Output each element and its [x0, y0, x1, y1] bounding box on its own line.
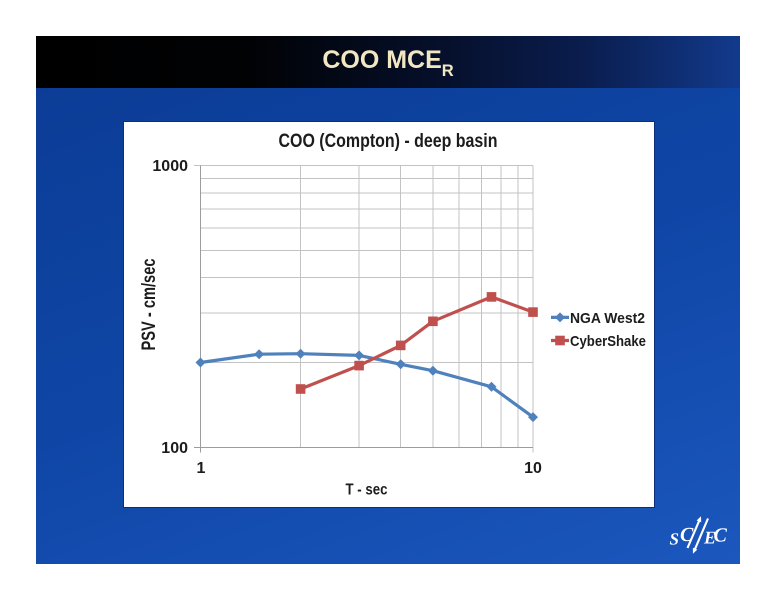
svg-text:1000: 1000: [152, 158, 188, 175]
svg-text:T - sec: T - sec: [346, 482, 388, 499]
svg-text:1: 1: [197, 460, 206, 477]
svg-text:PSV - cm/sec: PSV - cm/sec: [139, 258, 160, 350]
svg-text:100: 100: [161, 440, 188, 457]
svg-text:CyberShake: CyberShake: [570, 333, 646, 350]
svg-text:NGA West2: NGA West2: [570, 310, 645, 327]
svg-text:COO (Compton) - deep basin: COO (Compton) - deep basin: [279, 131, 498, 152]
svg-text:10: 10: [524, 460, 542, 477]
